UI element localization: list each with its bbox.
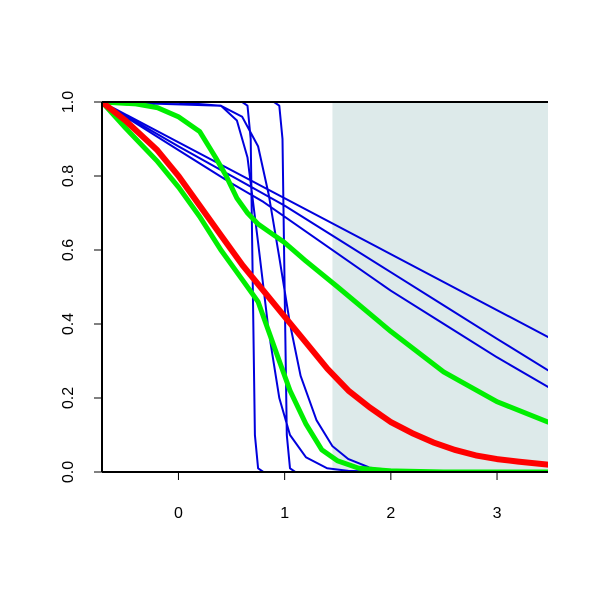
- series-line-7: [102, 102, 548, 388]
- series-line-5: [102, 102, 548, 338]
- y-tick-label: 1.0: [60, 91, 77, 113]
- y-tick-label: 0.2: [60, 387, 77, 409]
- shaded-region: [332, 102, 548, 472]
- series-line-1: [102, 102, 548, 472]
- x-axis-ticks: 0 1 2 3: [174, 472, 502, 522]
- y-tick-label: 0.4: [60, 313, 77, 335]
- series-line-6: [102, 102, 548, 372]
- series-line-10: [102, 102, 548, 468]
- series-line-9: [102, 102, 548, 472]
- series-layer: [102, 102, 548, 472]
- x-tick-label: 3: [493, 505, 502, 522]
- x-tick-label: 0: [174, 505, 183, 522]
- y-tick-label: 0.0: [60, 461, 77, 483]
- x-tick-label: 2: [386, 505, 395, 522]
- y-tick-label: 0.6: [60, 239, 77, 261]
- x-tick-label: 1: [280, 505, 289, 522]
- series-line-3: [102, 102, 548, 472]
- y-axis-ticks: 0.0 0.2 0.4 0.6 0.8 1.0: [60, 91, 102, 483]
- y-tick-label: 0.8: [60, 165, 77, 187]
- series-line-8: [102, 102, 548, 425]
